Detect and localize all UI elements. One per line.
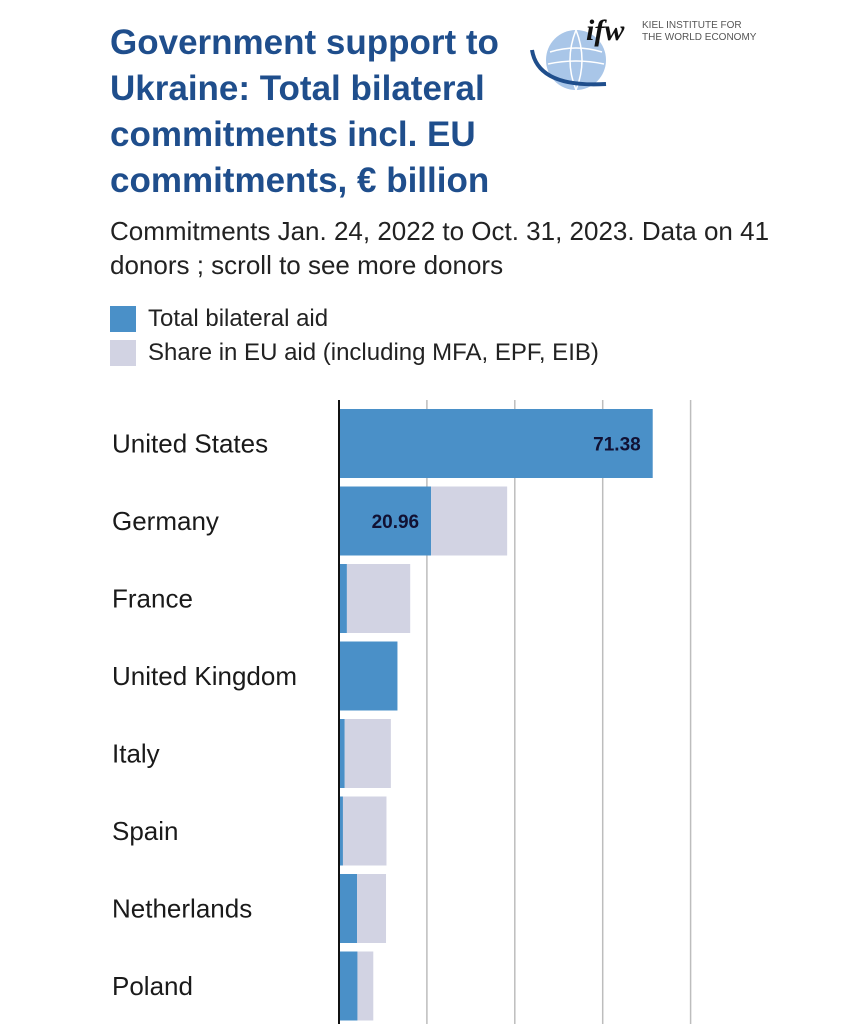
bar-eu-share-france — [346, 564, 411, 633]
legend-swatch-bilateral — [110, 306, 136, 332]
bar-eu-share-italy — [344, 719, 391, 788]
bar-eu-share-poland — [357, 951, 374, 1021]
bar-bilateral-germany — [339, 486, 432, 556]
globe-logo-icon: ifw KIEL INSTITUTE FOR THE WORLD ECONOMY — [530, 14, 757, 91]
logo-line2: THE WORLD ECONOMY — [642, 32, 757, 43]
logo-brand: ifw — [586, 14, 625, 47]
ifw-logo: ifw KIEL INSTITUTE FOR THE WORLD ECONOMY — [528, 10, 768, 96]
bar-eu-share-netherlands — [357, 874, 387, 943]
logo-line1: KIEL INSTITUTE FOR — [642, 20, 742, 31]
bar-bilateral-poland — [339, 951, 358, 1021]
bar-bilateral-france — [339, 564, 347, 633]
category-label-poland: Poland — [112, 971, 193, 1001]
bar-eu-share-spain — [342, 796, 387, 866]
category-label-italy: Italy — [112, 739, 160, 769]
legend-item-eu-share: Share in EU aid (including MFA, EPF, EIB… — [110, 336, 599, 370]
legend-item-bilateral: Total bilateral aid — [110, 302, 599, 336]
bar-bilateral-netherlands — [339, 874, 358, 943]
bar-bilateral-united-states — [339, 409, 653, 478]
legend-label-eu-share: Share in EU aid (including MFA, EPF, EIB… — [148, 339, 599, 366]
data-label-germany: 20.96 — [372, 512, 420, 533]
category-label-united-kingdom: United Kingdom — [112, 661, 297, 691]
bar-bilateral-italy — [339, 719, 345, 788]
chart-title: Government support to Ukraine: Total bil… — [110, 23, 499, 200]
data-label-united-states: 71.38 — [593, 435, 641, 456]
category-label-france: France — [112, 584, 193, 614]
legend: Total bilateral aid Share in EU aid (inc… — [110, 302, 599, 370]
category-label-germany: Germany — [112, 506, 219, 536]
bar-bilateral-united-kingdom — [339, 641, 398, 711]
legend-swatch-eu-share — [110, 340, 136, 366]
category-label-netherlands: Netherlands — [112, 894, 252, 924]
legend-label-bilateral: Total bilateral aid — [148, 305, 329, 332]
bar-eu-share-germany — [431, 486, 508, 556]
chart-subtitle: Commitments Jan. 24, 2022 to Oct. 31, 20… — [110, 216, 770, 280]
category-label-spain: Spain — [112, 816, 179, 846]
category-label-united-states: United States — [112, 429, 268, 459]
bar-bilateral-spain — [339, 796, 343, 866]
bar-chart: United States Germany France United Kingdom… — [112, 400, 692, 1024]
